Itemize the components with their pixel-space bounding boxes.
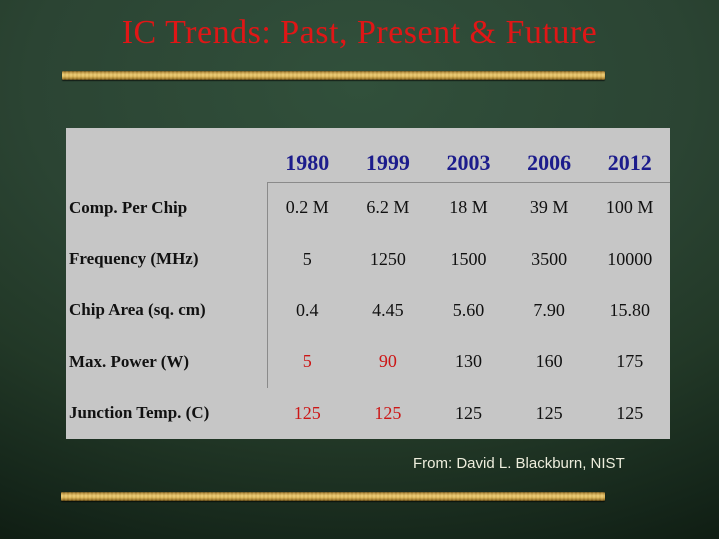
table-row-label: Frequency (MHz) [69,249,199,269]
table-row-label: Chip Area (sq. cm) [69,300,206,320]
table-cell: 125 [454,402,482,423]
table-row-label: Comp. Per Chip [69,197,188,217]
table-row-label: Max. Power (W) [69,351,190,371]
table-year-header: 1999 [365,150,410,175]
table-cell: 175 [616,351,644,372]
table-cell: 125 [374,402,402,423]
table-cell: 125 [535,402,563,423]
table-cell: 6.2 M [366,197,410,218]
table-cell: 10000 [607,248,653,269]
accent-bar-top [62,71,605,80]
attribution-text: From: David L. Blackburn, NIST [413,455,625,472]
table-cell: 130 [454,351,482,372]
table-cell: 5 [302,248,312,269]
table-column-rule [267,182,268,388]
table-cell: 125 [293,402,321,423]
table-cell: 5 [302,351,312,372]
table-cell: 90 [378,351,397,372]
table-cell: 4.45 [372,299,404,320]
table-year-header: 2012 [607,150,652,175]
table-cell: 3500 [531,248,568,269]
table-cell: 100 M [605,197,654,218]
table-cell: 0.2 M [285,197,329,218]
table-year-header: 2006 [527,150,572,175]
accent-bar-bottom [61,492,605,501]
data-table: 1980 1999 2003 2006 2012 Comp. Per Chip … [66,128,670,439]
table-cell: 160 [535,351,563,372]
table-cell: 15.80 [609,299,650,320]
table-cell: 7.90 [533,299,565,320]
table-year-header: 2003 [446,150,491,175]
table-cell: 1500 [450,248,487,269]
slide-title: IC Trends: Past, Present & Future [121,14,598,51]
table-header-rule [267,182,670,183]
table-cell: 1250 [369,248,406,269]
table-cell: 0.4 [296,299,319,320]
table-cell: 39 M [529,197,569,218]
table-row-label: Junction Temp. (C) [69,403,210,423]
table-cell: 18 M [449,197,488,218]
table-cell: 5.60 [452,299,485,320]
table-corner-cell [66,128,267,182]
table-year-header: 1980 [285,150,330,175]
table-cell: 125 [616,402,644,423]
